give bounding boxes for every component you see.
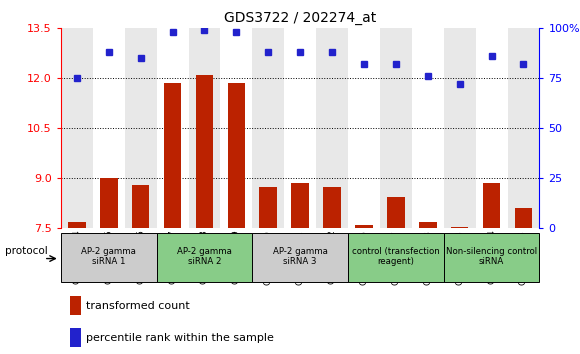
Bar xyxy=(412,28,444,228)
Bar xyxy=(164,83,182,228)
Bar xyxy=(252,28,284,228)
FancyBboxPatch shape xyxy=(252,233,348,282)
Bar xyxy=(514,208,532,228)
Bar xyxy=(316,28,348,228)
Bar xyxy=(387,197,405,228)
Bar xyxy=(132,185,150,228)
Text: Non-silencing control
siRNA: Non-silencing control siRNA xyxy=(446,247,537,266)
Bar xyxy=(93,28,125,228)
Bar xyxy=(323,187,341,228)
Bar xyxy=(380,28,412,228)
Bar xyxy=(68,222,86,228)
Bar xyxy=(476,28,508,228)
Bar xyxy=(419,222,437,228)
Bar xyxy=(291,183,309,228)
Bar xyxy=(444,28,476,228)
Text: transformed count: transformed count xyxy=(86,301,190,310)
Bar xyxy=(195,75,213,228)
Bar xyxy=(71,329,81,347)
Bar xyxy=(508,28,539,228)
Text: AP-2 gamma
siRNA 2: AP-2 gamma siRNA 2 xyxy=(177,247,232,266)
FancyBboxPatch shape xyxy=(444,233,539,282)
Bar xyxy=(483,183,501,228)
Bar xyxy=(451,227,469,228)
Bar xyxy=(61,28,93,228)
Bar xyxy=(348,28,380,228)
FancyBboxPatch shape xyxy=(348,233,444,282)
Bar xyxy=(157,28,189,228)
FancyBboxPatch shape xyxy=(61,233,157,282)
Bar xyxy=(220,28,252,228)
Title: GDS3722 / 202274_at: GDS3722 / 202274_at xyxy=(224,11,376,24)
Bar xyxy=(227,83,245,228)
Bar xyxy=(188,28,220,228)
FancyBboxPatch shape xyxy=(157,233,252,282)
Text: percentile rank within the sample: percentile rank within the sample xyxy=(86,333,274,343)
Bar xyxy=(71,296,81,315)
Bar xyxy=(284,28,316,228)
Bar xyxy=(259,187,277,228)
Text: AP-2 gamma
siRNA 3: AP-2 gamma siRNA 3 xyxy=(273,247,328,266)
Text: AP-2 gamma
siRNA 1: AP-2 gamma siRNA 1 xyxy=(81,247,136,266)
Bar xyxy=(125,28,157,228)
Bar xyxy=(355,225,373,228)
Bar xyxy=(100,178,118,228)
Text: control (transfection
reagent): control (transfection reagent) xyxy=(352,247,440,266)
Text: protocol: protocol xyxy=(5,246,48,256)
